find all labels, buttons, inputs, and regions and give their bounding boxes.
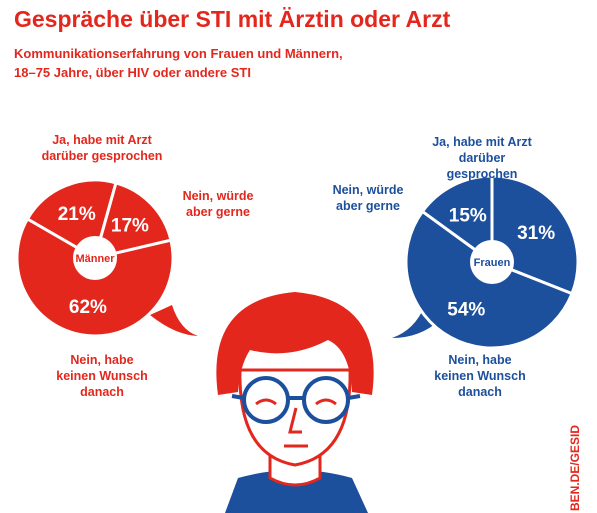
center-label: Frauen — [474, 257, 511, 269]
bubble-tail — [150, 305, 198, 336]
value-label: 21% — [58, 204, 96, 225]
value-label: 54% — [447, 300, 485, 321]
value-label: 31% — [517, 223, 555, 244]
person-illustration — [216, 292, 374, 513]
pie-slice — [420, 174, 494, 265]
value-label: 62% — [69, 297, 107, 318]
category-label: Nein, habe keinen Wunsch danach — [434, 353, 526, 399]
pie-slice — [92, 181, 173, 261]
subtitle: Kommunikationserfahrung von Frauen und M… — [14, 46, 343, 80]
category-label: Nein, würde aber gerne — [182, 189, 254, 219]
category-label: Ja, habe mit Arzt darüber gesprochen — [41, 133, 163, 163]
pie-hole — [73, 236, 117, 280]
category-label: Nein, habe keinen Wunsch danach — [56, 353, 148, 399]
value-label: 17% — [111, 216, 149, 237]
title: Gespräche über STI mit Ärztin oder Arzt — [14, 6, 451, 32]
category-label: Nein, würde aber gerne — [332, 183, 404, 213]
category-label: Ja, habe mit Arzt darüber gesprochen — [432, 135, 532, 181]
center-label: Männer — [75, 253, 115, 265]
value-label: 15% — [449, 205, 487, 226]
source: BEN.DE/GESID — [568, 425, 582, 512]
pie-hole — [470, 240, 514, 284]
